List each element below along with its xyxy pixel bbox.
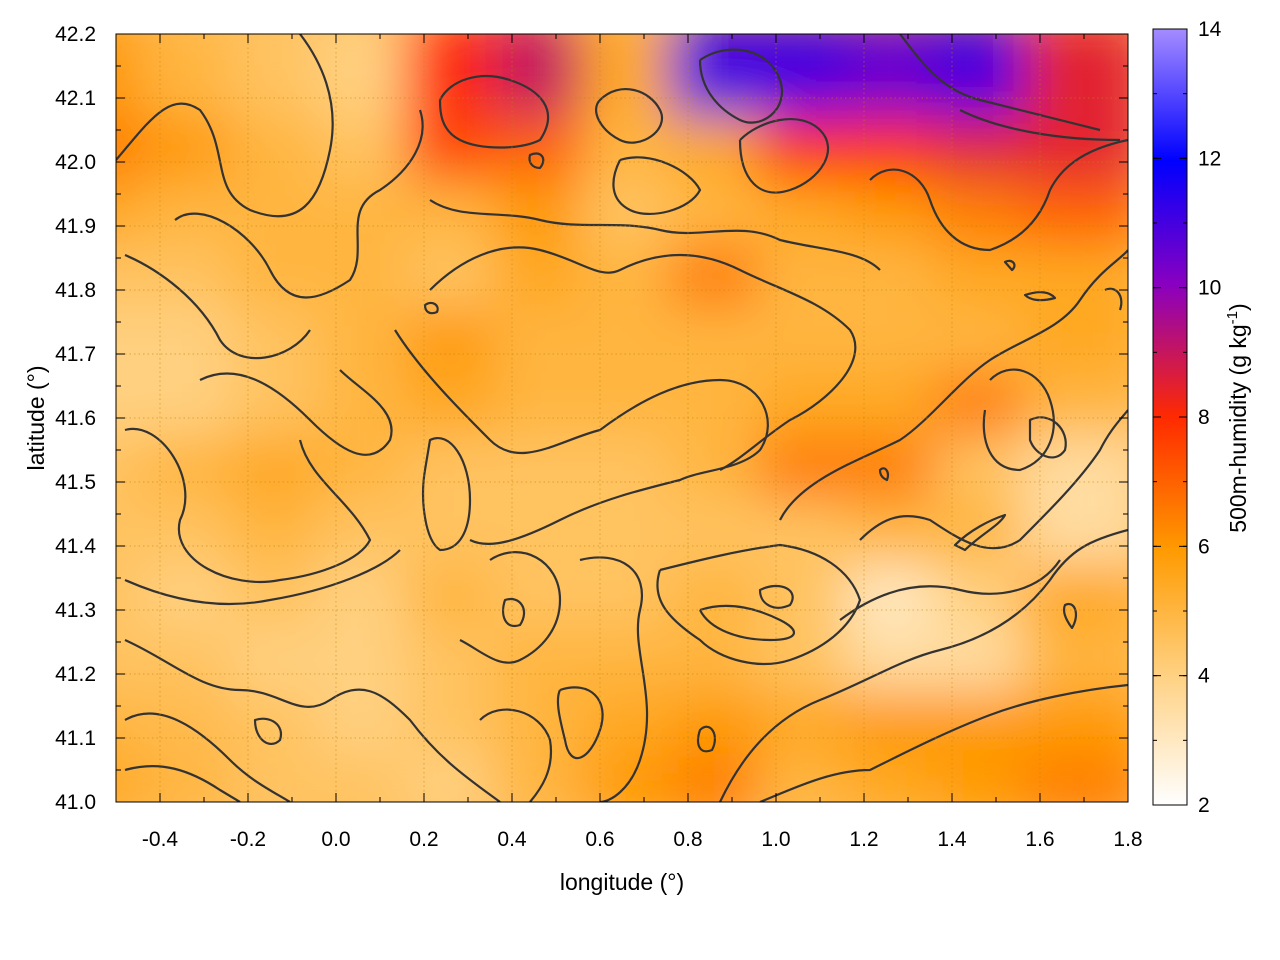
x-tick-label: 1.2	[849, 828, 878, 851]
y-tick-label: 41.5	[55, 471, 96, 494]
y-tick-label: 41.7	[55, 343, 96, 366]
x-tick-label: 1.6	[1025, 828, 1054, 851]
x-tick-label: 0.8	[673, 828, 702, 851]
y-tick-label: 41.3	[55, 599, 96, 622]
grid-lines	[116, 34, 1128, 802]
y-tick-label: 41.1	[55, 727, 96, 750]
x-axis-label: longitude (°)	[560, 869, 684, 895]
y-tick-label: 42.1	[55, 87, 96, 110]
y-tick-label: 42.2	[55, 23, 96, 46]
y-tick-label: 41.0	[55, 791, 96, 814]
x-tick-label: 0.4	[497, 828, 527, 851]
y-tick-label: 42.0	[55, 151, 96, 174]
x-tick-label: 0.0	[321, 828, 350, 851]
colorbar-tick-label: 10	[1198, 277, 1221, 300]
colorbar-tick-label: 6	[1198, 535, 1210, 558]
colorbar-tick-label: 12	[1198, 147, 1221, 170]
colorbar-tick-label: 8	[1198, 406, 1210, 429]
x-tick-label: -0.2	[230, 828, 266, 851]
y-tick-label: 41.6	[55, 407, 96, 430]
y-tick-label: 41.4	[55, 535, 96, 558]
y-tick-label: 41.8	[55, 279, 96, 302]
x-tick-label: -0.4	[142, 828, 179, 851]
y-tick-label: 41.9	[55, 215, 96, 238]
x-tick-label: 0.6	[585, 828, 614, 851]
x-tick-label: 1.0	[761, 828, 790, 851]
colorbar-tick-label: 4	[1198, 665, 1210, 688]
x-tick-label: 1.4	[937, 828, 967, 851]
axes: -0.4 -0.2 0.0 0.2 0.4 0.6 0.8 1.0 1.2 1.4 1.6 1.8 41…	[55, 23, 1142, 851]
y-axis-label: latitude (°)	[23, 365, 49, 470]
y-tick-label: 41.2	[55, 663, 96, 686]
x-tick-label: 0.2	[409, 828, 438, 851]
colorbar-tick-label: 2	[1198, 794, 1210, 817]
colorbar-axis: 2 4 6 8 10 12 14	[1153, 18, 1222, 817]
x-tick-label: 1.8	[1113, 828, 1142, 851]
humidity-contours	[116, 34, 1128, 802]
colorbar-tick-label: 14	[1198, 18, 1222, 41]
colorbar-label: 500m-humidity (g kg-1)	[1224, 303, 1251, 532]
